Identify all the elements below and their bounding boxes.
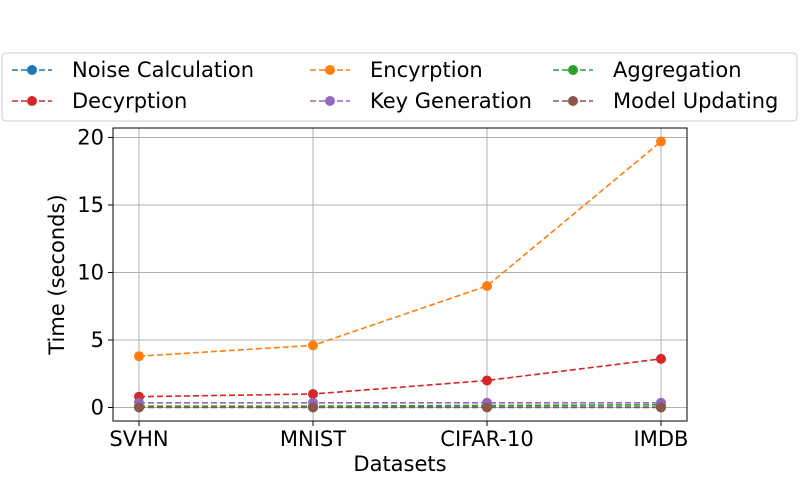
series-line [139, 403, 662, 407]
data-point [134, 402, 144, 413]
legend-item: Model Updating [553, 89, 778, 113]
legend-item: Aggregation [553, 58, 742, 82]
x-tick-label: SVHN [109, 427, 168, 451]
legend-item: Encyrption [310, 58, 483, 82]
legend-item: Noise Calculation [12, 58, 254, 82]
data-point [134, 351, 144, 362]
grid [113, 128, 687, 421]
data-point [308, 388, 318, 399]
series-layer [134, 136, 666, 413]
series-line [138, 358, 662, 398]
legend-label: Key Generation [370, 89, 532, 113]
series-3 [134, 353, 666, 402]
legend-label: Model Updating [613, 89, 778, 113]
series-2 [134, 399, 666, 412]
series-line [138, 140, 662, 357]
x-tick-label: CIFAR-10 [440, 427, 533, 451]
data-point [482, 280, 492, 291]
y-tick-label: 20 [77, 125, 104, 149]
data-point [482, 375, 492, 386]
legend-swatch-marker [27, 96, 37, 106]
data-point [308, 340, 318, 351]
legend-label: Encyrption [370, 58, 483, 82]
legend: Noise Calculation Encyrption Aggregation De… [1, 52, 798, 122]
legend-swatch-marker [325, 96, 335, 106]
y-axis-label: Time (seconds) [45, 194, 69, 355]
data-point [656, 136, 666, 147]
plot-frame [112, 127, 688, 422]
series-5 [134, 402, 666, 413]
legend-label: Aggregation [613, 58, 742, 82]
x-axis: SVHN MNIST CIFAR-10 IMDB [109, 421, 688, 451]
legend-item: Decyrption [12, 89, 187, 113]
legend-swatch-marker [568, 96, 578, 106]
x-tick-label: IMDB [634, 427, 689, 451]
data-point [308, 402, 318, 413]
series-1 [134, 136, 666, 362]
data-point [656, 353, 666, 364]
y-tick-label: 5 [91, 328, 104, 352]
legend-swatch-marker [325, 65, 335, 75]
x-axis-label: Datasets [353, 452, 446, 476]
data-point [656, 402, 666, 413]
legend-swatch-marker [568, 65, 578, 75]
legend-label: Decyrption [72, 89, 187, 113]
y-axis: 0 5 10 15 20 [77, 125, 113, 419]
legend-box [1, 52, 798, 122]
x-tick-label: MNIST [280, 427, 346, 451]
legend-swatch-marker [27, 65, 37, 75]
legend-label: Noise Calculation [72, 58, 254, 82]
y-tick-label: 10 [77, 260, 104, 284]
legend-item: Key Generation [310, 89, 532, 113]
y-tick-label: 15 [77, 193, 104, 217]
y-tick-label: 0 [91, 395, 104, 419]
data-point [482, 402, 492, 413]
